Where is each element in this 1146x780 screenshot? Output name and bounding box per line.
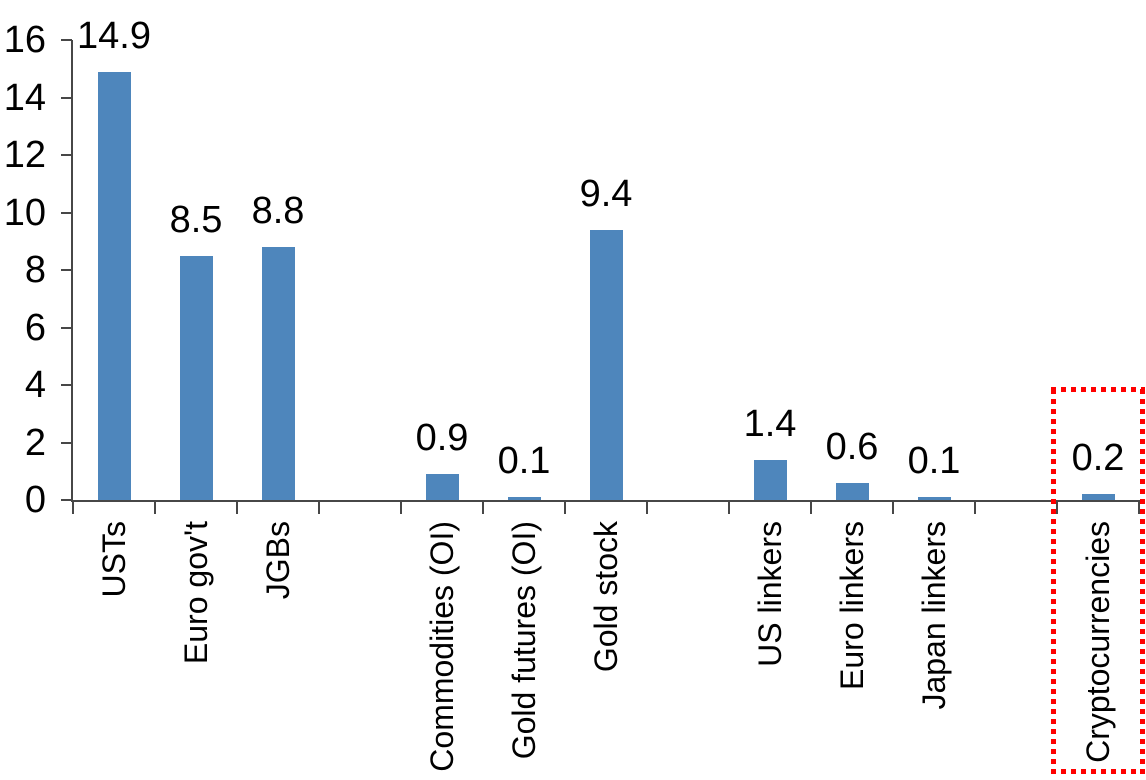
x-axis-tick-mark bbox=[646, 500, 648, 514]
x-axis-tick-mark bbox=[318, 500, 320, 514]
bar bbox=[590, 230, 623, 500]
bar bbox=[426, 474, 459, 500]
bar-value-label: 8.8 bbox=[251, 190, 305, 232]
bar bbox=[918, 497, 951, 500]
x-axis-tick-mark bbox=[400, 500, 402, 514]
bar-value-label: 1.4 bbox=[743, 403, 797, 445]
category-label: JGBs bbox=[260, 521, 296, 600]
bar-value-label: 8.5 bbox=[169, 199, 223, 241]
x-axis-line bbox=[71, 500, 1141, 502]
category-label: Euro linkers bbox=[834, 521, 870, 690]
bar bbox=[98, 72, 131, 500]
bar bbox=[180, 256, 213, 500]
x-axis-tick-mark bbox=[236, 500, 238, 514]
bar-value-label: 0.6 bbox=[825, 426, 879, 468]
y-axis-tick-mark bbox=[61, 96, 72, 99]
x-axis-tick-mark bbox=[974, 500, 976, 514]
y-tick-label: 14 bbox=[3, 76, 46, 119]
y-tick-label: 8 bbox=[24, 249, 46, 291]
y-axis-tick-mark bbox=[61, 154, 72, 156]
y-axis-tick-mark bbox=[61, 441, 72, 444]
bar bbox=[836, 483, 869, 500]
highlight-box bbox=[1051, 387, 1145, 774]
bar bbox=[508, 497, 541, 500]
y-axis-tick-mark bbox=[61, 384, 72, 386]
bar-value-label: 14.9 bbox=[77, 15, 151, 57]
bar bbox=[754, 460, 787, 500]
y-tick-label: 2 bbox=[24, 421, 46, 464]
x-axis-tick-mark bbox=[564, 500, 566, 514]
y-axis-tick-mark bbox=[61, 326, 72, 329]
x-axis-tick-mark bbox=[892, 500, 894, 514]
x-axis-tick-mark bbox=[728, 500, 730, 514]
y-axis-tick-mark bbox=[61, 39, 72, 41]
y-tick-label: 12 bbox=[3, 134, 46, 176]
bar-value-label: 0.1 bbox=[907, 440, 961, 482]
x-axis-tick-mark bbox=[482, 500, 484, 514]
bar-value-label: 0.1 bbox=[497, 440, 551, 482]
category-label: Japan linkers bbox=[916, 521, 952, 710]
category-label: US linkers bbox=[752, 521, 788, 667]
category-label: Euro gov't bbox=[178, 521, 214, 665]
category-label: USTs bbox=[96, 521, 132, 598]
y-tick-label: 6 bbox=[24, 306, 46, 349]
bar-value-label: 9.4 bbox=[579, 173, 633, 215]
y-axis-tick-mark bbox=[61, 499, 72, 501]
bar bbox=[262, 247, 295, 500]
y-axis-tick-mark bbox=[61, 211, 72, 214]
category-label: Gold futures (OI) bbox=[506, 521, 542, 760]
y-tick-label: 0 bbox=[24, 479, 46, 521]
y-tick-label: 4 bbox=[24, 364, 46, 406]
category-label: Commodities (OI) bbox=[424, 521, 460, 772]
x-axis-tick-mark bbox=[810, 500, 812, 514]
x-axis-tick-mark bbox=[154, 500, 156, 514]
y-axis-line bbox=[71, 40, 73, 502]
y-tick-label: 10 bbox=[3, 191, 46, 234]
y-axis-tick-mark bbox=[61, 269, 72, 271]
bar-value-label: 0.9 bbox=[415, 417, 469, 459]
x-axis-tick-mark bbox=[72, 500, 74, 514]
y-tick-label: 16 bbox=[3, 19, 46, 61]
category-label: Gold stock bbox=[588, 521, 624, 673]
